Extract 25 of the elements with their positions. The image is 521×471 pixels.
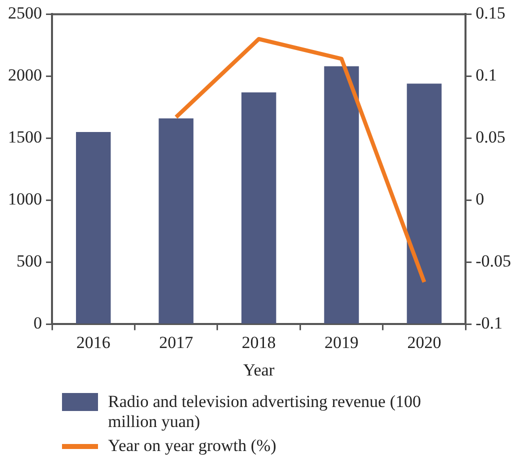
legend-label: Radio and television advertising revenue (100 million yuan) [108,392,422,432]
legend-label: Year on year growth (%) [108,436,278,456]
bar [158,118,194,324]
x-tick-label: 2019 [324,332,359,352]
x-tick-label: 2020 [407,332,442,352]
bar [241,92,276,324]
x-tick-label: 2017 [159,332,194,352]
y-tick-label: 1500 [8,128,42,147]
y2-tick-label: -0.05 [476,252,512,271]
y2-tick-label: 0 [476,190,484,209]
y-tick-label: 1000 [8,190,42,209]
y-tick-label: 500 [16,252,42,271]
bar [406,84,442,324]
y2-tick-label: 0.1 [476,66,497,85]
y-tick-label: 0 [34,314,42,333]
y-tick-label: 2000 [8,66,42,85]
x-tick-label: 2018 [242,332,276,352]
y2-tick-label: -0.1 [476,314,503,333]
bar [324,66,359,324]
bar [76,132,111,324]
y2-tick-label: 0.05 [476,128,506,147]
y2-tick-label: 0.15 [476,4,506,23]
x-tick-label: 2016 [76,332,110,352]
y-tick-label: 2500 [8,4,42,23]
x-axis-title: Year [243,360,275,380]
